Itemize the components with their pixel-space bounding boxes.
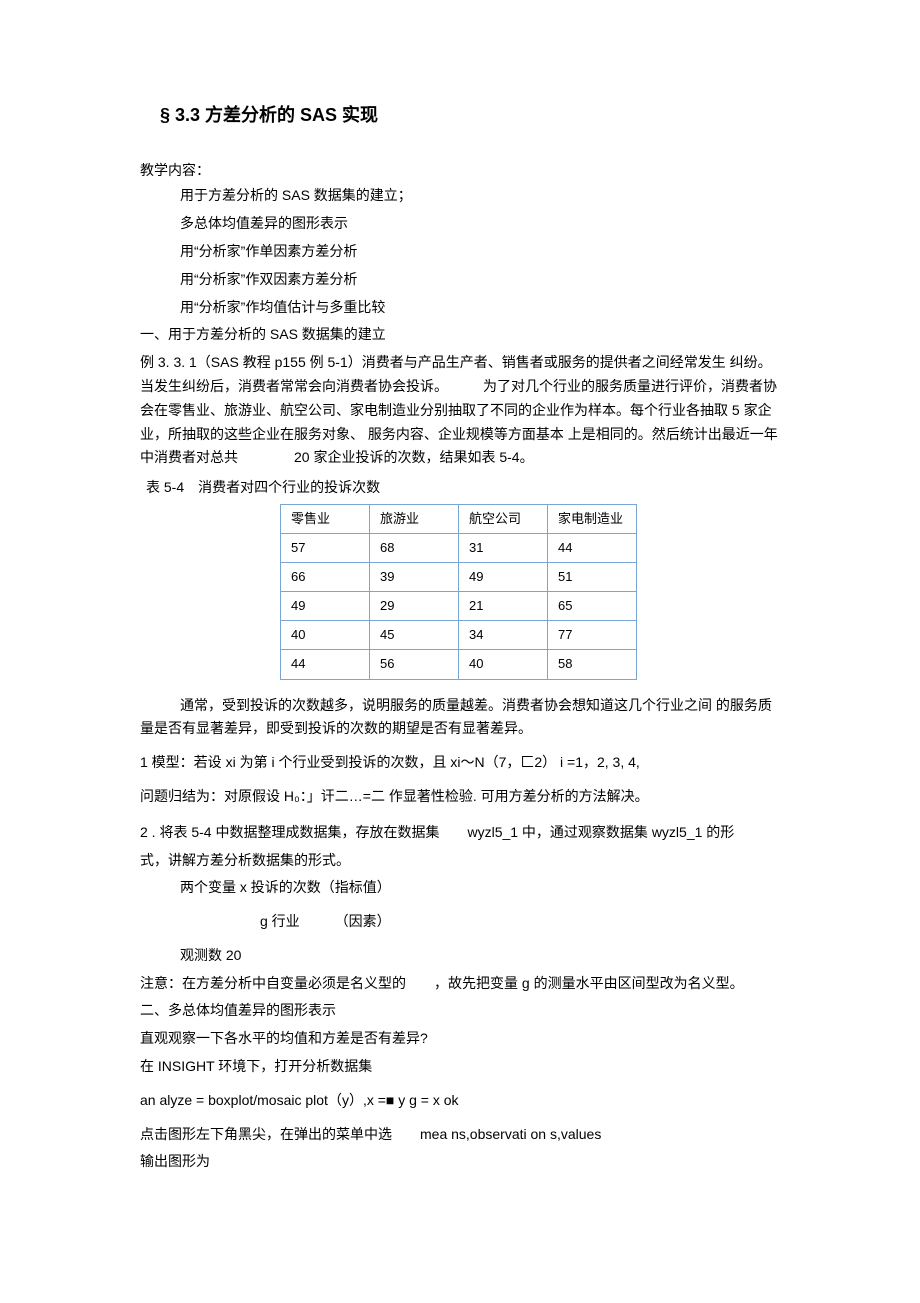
complaints-table: 零售业 旅游业 航空公司 家电制造业 57 68 31 44 66 39 49 … (280, 504, 637, 680)
sec2-output-line: 输出图形为 (140, 1150, 780, 1174)
example-text: 消费者与产品生产者、销售者或服务的提供者之间经常发生 纠纷。当发生纠纷后，消费者… (140, 354, 778, 465)
model-line: 1 模型：若设 xi 为第 i 个行业受到投诉的次数，且 xi〜N（7，匚2） … (140, 751, 780, 775)
table-cell: 40 (459, 650, 548, 679)
table-caption: 表 5-4 消费者对四个行业的投诉次数 (140, 476, 780, 500)
table-header-cell: 零售业 (281, 504, 370, 533)
table-cell: 44 (281, 650, 370, 679)
sec2-click-line: 点击图形左下角黑尖，在弹出的菜单中选 mea ns,observati on s… (140, 1123, 780, 1147)
table-cell: 51 (548, 563, 637, 592)
table-cell: 66 (281, 563, 370, 592)
hypothesis-line: 问题归结为：对原假设 H₀：」讦二…=二 作显著性检验. 可用方差分析的方法解决… (140, 785, 780, 809)
table-row: 49 29 21 65 (281, 592, 637, 621)
table-cell: 77 (548, 621, 637, 650)
intro-item: 用“分析家”作均值估计与多重比较 (140, 296, 780, 320)
sec2-line2: 在 INSIGHT 环境下，打开分析数据集 (140, 1055, 780, 1079)
sec2-code-line: an alyze = boxplot/mosaic plot（y）,x =■ y… (140, 1089, 780, 1113)
table-cell: 39 (370, 563, 459, 592)
intro-item: 多总体均值差异的图形表示 (140, 212, 780, 236)
example-paragraph: 例 3. 3. 1（SAS 教程 p155 例 5-1）消费者与产品生产者、销售… (140, 351, 780, 470)
table-cell: 68 (370, 534, 459, 563)
table-row: 66 39 49 51 (281, 563, 637, 592)
page-title: § 3.3 方差分析的 SAS 实现 (140, 100, 780, 131)
after-table-paragraph: 通常，受到投诉的次数越多，说明服务的质量越差。消费者协会想知道这几个行业之间 的… (140, 694, 780, 742)
table-cell: 49 (281, 592, 370, 621)
example-label: 例 3. 3. 1（SAS 教程 p155 例 5-1） (140, 354, 362, 370)
table-cell: 45 (370, 621, 459, 650)
table-cell: 31 (459, 534, 548, 563)
table-header-cell: 家电制造业 (548, 504, 637, 533)
vars-line-1: 两个变量 x 投诉的次数（指标值） (140, 876, 780, 900)
table-cell: 40 (281, 621, 370, 650)
vars-line-2: g 行业 （因素） (140, 910, 780, 934)
table-row: 44 56 40 58 (281, 650, 637, 679)
sec2-line1: 直观观察一下各水平的均值和方差是否有差异? (140, 1027, 780, 1051)
table-cell: 58 (548, 650, 637, 679)
section-1-heading: 一、用于方差分析的 SAS 数据集的建立 (140, 323, 780, 347)
table-row: 57 68 31 44 (281, 534, 637, 563)
step2-line-b: 式，讲解方差分析数据集的形式。 (140, 849, 780, 873)
intro-label: 教学内容： (140, 159, 780, 183)
step2-line-a: 2 . 将表 5-4 中数据整理成数据集，存放在数据集 wyzl5_1 中，通过… (140, 821, 780, 845)
section-2-heading: 二、多总体均值差异的图形表示 (140, 999, 780, 1023)
obs-line: 观测数 20 (140, 944, 780, 968)
table-cell: 57 (281, 534, 370, 563)
table-row: 40 45 34 77 (281, 621, 637, 650)
table-header-cell: 航空公司 (459, 504, 548, 533)
intro-item: 用于方差分析的 SAS 数据集的建立； (140, 184, 780, 208)
table-cell: 34 (459, 621, 548, 650)
intro-item: 用“分析家”作单因素方差分析 (140, 240, 780, 264)
table-header-cell: 旅游业 (370, 504, 459, 533)
table-cell: 49 (459, 563, 548, 592)
note-line: 注意：在方差分析中自变量必须是名义型的 ，故先把变量 g 的测量水平由区间型改为… (140, 972, 780, 996)
table-header-row: 零售业 旅游业 航空公司 家电制造业 (281, 504, 637, 533)
intro-item: 用“分析家”作双因素方差分析 (140, 268, 780, 292)
table-cell: 65 (548, 592, 637, 621)
table-cell: 29 (370, 592, 459, 621)
table-cell: 56 (370, 650, 459, 679)
table-cell: 21 (459, 592, 548, 621)
table-cell: 44 (548, 534, 637, 563)
